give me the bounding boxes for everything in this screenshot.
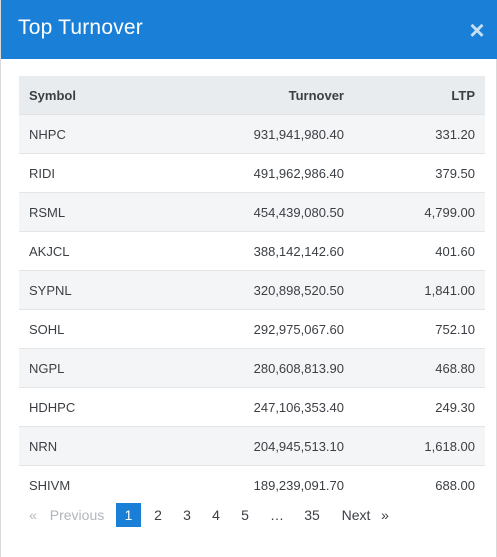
column-header-ltp[interactable]: LTP xyxy=(354,76,485,115)
cell-turnover: 280,608,813.90 xyxy=(177,348,354,388)
cell-symbol: SOHL xyxy=(19,309,177,349)
pagination-page-1[interactable]: 1 xyxy=(116,503,141,527)
cell-ltp: 752.10 xyxy=(354,309,485,349)
column-header-symbol[interactable]: Symbol xyxy=(19,76,177,115)
pagination-page-2[interactable]: 2 xyxy=(154,507,162,523)
cell-symbol: NGPL xyxy=(19,348,177,388)
cell-turnover: 491,962,986.40 xyxy=(177,153,354,193)
pagination-next-arrow-icon[interactable]: » xyxy=(381,507,389,523)
table-row: NGPL 280,608,813.90 468.80 xyxy=(19,348,485,388)
cell-symbol: RIDI xyxy=(19,153,177,193)
cell-ltp: 331.20 xyxy=(354,114,485,154)
turnover-table: Symbol Turnover LTP NHPC 931,941,980.40 … xyxy=(19,76,485,505)
cell-symbol: NRN xyxy=(19,426,177,466)
table-header-row: Symbol Turnover LTP xyxy=(19,76,485,115)
pagination-next-button[interactable]: Next xyxy=(341,507,371,523)
cell-symbol: HDHPC xyxy=(19,387,177,427)
pagination-page-3[interactable]: 3 xyxy=(183,507,191,523)
table-row: NHPC 931,941,980.40 331.20 xyxy=(19,114,485,154)
pagination-previous-button: Previous xyxy=(49,507,105,523)
table-row: RSML 454,439,080.50 4,799.00 xyxy=(19,192,485,232)
cell-ltp: 688.00 xyxy=(354,465,485,505)
close-icon[interactable]: × xyxy=(469,15,485,45)
cell-turnover: 189,239,091.70 xyxy=(177,465,354,505)
column-header-turnover[interactable]: Turnover xyxy=(177,76,354,115)
cell-ltp: 1,618.00 xyxy=(354,426,485,466)
cell-symbol: AKJCL xyxy=(19,231,177,271)
cell-turnover: 292,975,067.60 xyxy=(177,309,354,349)
pagination: « Previous 1 2 3 4 5 … 35 Next » xyxy=(19,503,485,527)
table-row: SHIVM 189,239,091.70 688.00 xyxy=(19,465,485,505)
pagination-prev-arrow-icon: « xyxy=(29,507,37,523)
table-row: RIDI 491,962,986.40 379.50 xyxy=(19,153,485,193)
table-row: AKJCL 388,142,142.60 401.60 xyxy=(19,231,485,271)
pagination-page-4[interactable]: 4 xyxy=(212,507,220,523)
pagination-page-5[interactable]: 5 xyxy=(241,507,249,523)
cell-symbol: RSML xyxy=(19,192,177,232)
cell-turnover: 454,439,080.50 xyxy=(177,192,354,232)
cell-ltp: 468.80 xyxy=(354,348,485,388)
turnover-table-wrapper: Symbol Turnover LTP NHPC 931,941,980.40 … xyxy=(19,76,485,505)
cell-turnover: 931,941,980.40 xyxy=(177,114,354,154)
cell-turnover: 204,945,513.10 xyxy=(177,426,354,466)
table-row: HDHPC 247,106,353.40 249.30 xyxy=(19,387,485,427)
cell-ltp: 1,841.00 xyxy=(354,270,485,310)
table-row: SYPNL 320,898,520.50 1,841.00 xyxy=(19,270,485,310)
table-row: NRN 204,945,513.10 1,618.00 xyxy=(19,426,485,466)
modal-header: Top Turnover × xyxy=(1,0,497,59)
table-row: SOHL 292,975,067.60 752.10 xyxy=(19,309,485,349)
cell-ltp: 249.30 xyxy=(354,387,485,427)
cell-turnover: 247,106,353.40 xyxy=(177,387,354,427)
pagination-page-35[interactable]: 35 xyxy=(304,507,320,523)
cell-ltp: 4,799.00 xyxy=(354,192,485,232)
cell-turnover: 388,142,142.60 xyxy=(177,231,354,271)
cell-symbol: SYPNL xyxy=(19,270,177,310)
cell-ltp: 401.60 xyxy=(354,231,485,271)
cell-symbol: NHPC xyxy=(19,114,177,154)
cell-symbol: SHIVM xyxy=(19,465,177,505)
pagination-ellipsis: … xyxy=(270,507,284,523)
cell-ltp: 379.50 xyxy=(354,153,485,193)
modal-title: Top Turnover xyxy=(18,16,143,39)
cell-turnover: 320,898,520.50 xyxy=(177,270,354,310)
